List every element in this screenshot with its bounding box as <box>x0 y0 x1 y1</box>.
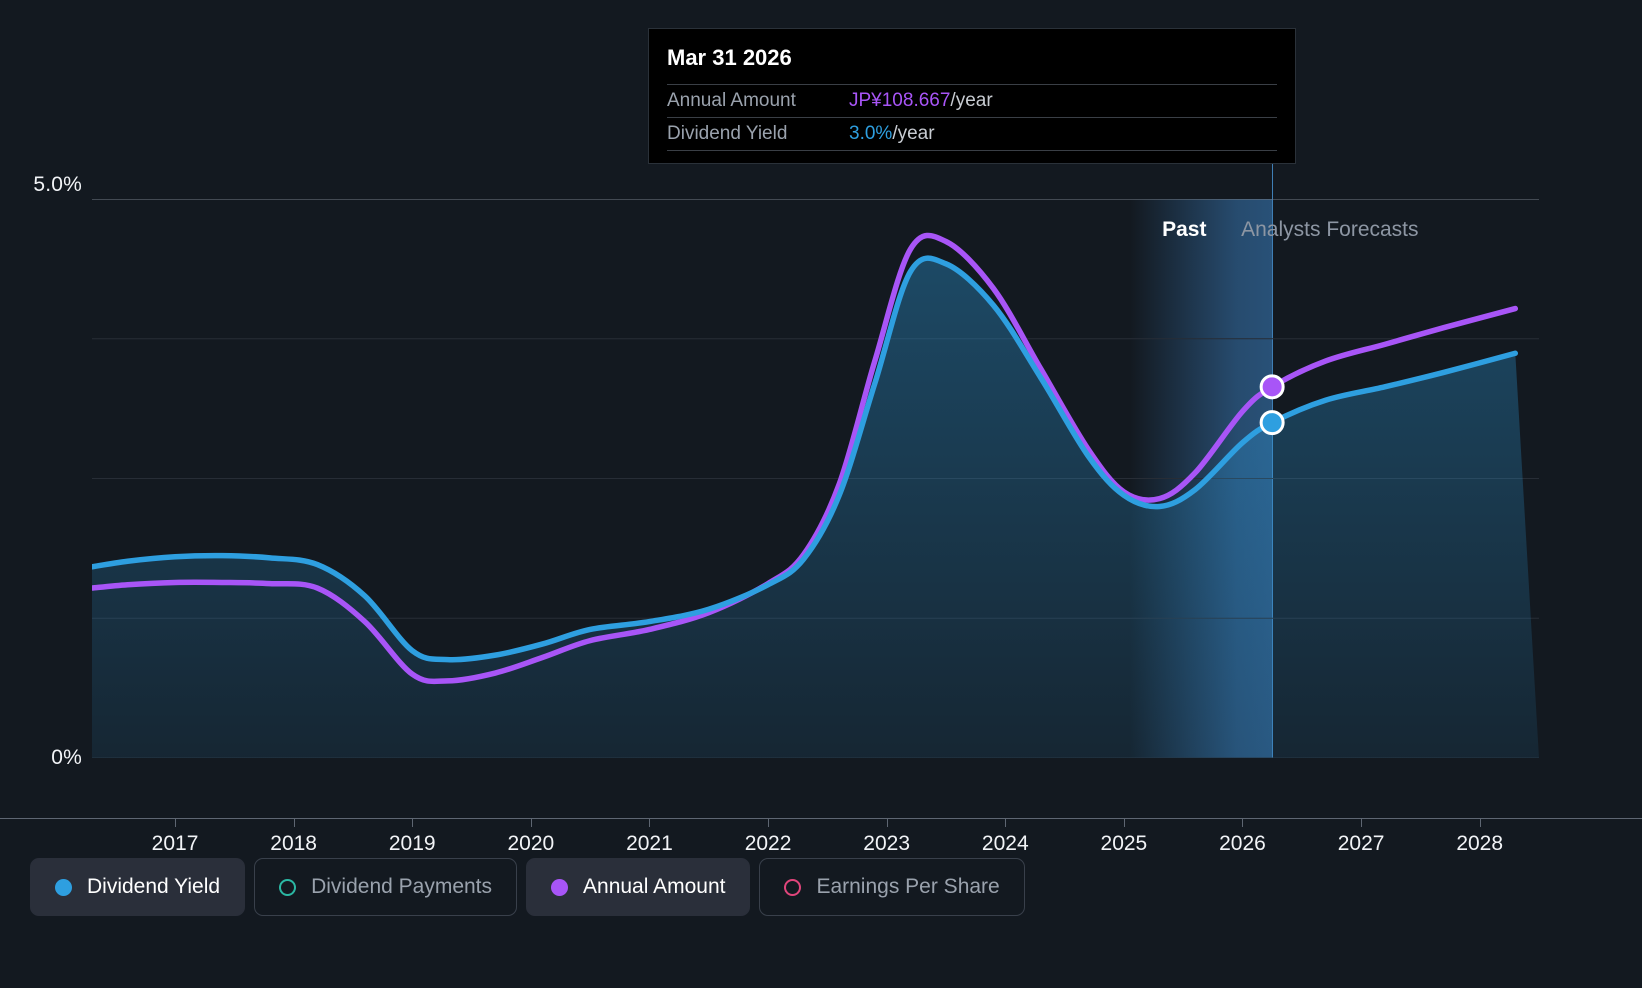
plot-area <box>92 199 1539 758</box>
annual-amount-marker[interactable] <box>1259 374 1285 400</box>
tooltip-amount-number: JP¥108.667 <box>849 90 951 111</box>
legend-swatch-icon <box>279 878 297 896</box>
x-axis-tick <box>768 818 770 827</box>
legend-item-annual-amount[interactable]: Annual Amount <box>526 858 751 916</box>
x-axis-tick-label: 2018 <box>270 832 317 855</box>
tooltip-bottom-rule <box>667 150 1277 151</box>
tooltip-value-annual-amount: JP¥108.667/year <box>849 90 993 112</box>
legend-item-dividend-payments[interactable]: Dividend Payments <box>254 858 518 916</box>
x-axis-tick <box>1123 818 1125 827</box>
tooltip-value-dividend-yield: 3.0%/year <box>849 123 935 145</box>
x-axis-tick <box>649 818 651 827</box>
x-axis-tick <box>886 818 888 827</box>
tooltip-row: Dividend Yield 3.0%/year <box>667 117 1277 150</box>
tooltip-yield-unit: /year <box>892 123 935 144</box>
legend-item-dividend-yield[interactable]: Dividend Yield <box>30 858 246 916</box>
tooltip-key-dividend-yield: Dividend Yield <box>667 123 788 144</box>
dividend-yield-area <box>92 258 1539 758</box>
x-axis-tick-label: 2021 <box>626 832 673 855</box>
x-axis-tick <box>175 818 177 827</box>
x-axis-tick-label: 2024 <box>981 832 1029 855</box>
forecast-band-label: Analysts Forecasts <box>1241 218 1419 241</box>
x-axis-line <box>0 818 1642 819</box>
legend-swatch-icon <box>551 878 569 896</box>
tooltip-title: Mar 31 2026 <box>667 45 792 70</box>
legend-item-label: Dividend Payments <box>311 875 493 898</box>
x-axis-tick <box>530 818 532 827</box>
chart-canvas <box>92 199 1539 758</box>
legend: Dividend Yield Dividend Payments Annual Am… <box>30 858 1025 916</box>
hover-tooltip: Mar 31 2026 Annual Amount JP¥108.667/yea… <box>648 28 1296 164</box>
legend-item-label: Earnings Per Share <box>816 875 1000 898</box>
tooltip-amount-unit: /year <box>950 90 993 111</box>
tooltip-row: Annual Amount JP¥108.667/year <box>667 84 1277 117</box>
annual-amount-line <box>92 232 1519 685</box>
tooltip-key-annual-amount: Annual Amount <box>667 90 796 111</box>
x-axis-tick-label: 2025 <box>1100 832 1148 855</box>
x-axis-tick <box>412 818 414 827</box>
x-axis-tick-label: 2026 <box>1219 832 1266 855</box>
legend-swatch-icon <box>55 878 72 896</box>
x-axis-tick-label: 2022 <box>744 832 792 855</box>
x-axis-tick <box>1361 818 1363 827</box>
dividend-yield-marker[interactable] <box>1259 410 1285 436</box>
x-axis-tick-label: 2020 <box>507 832 555 855</box>
legend-item-label: Annual Amount <box>583 875 726 898</box>
past-band-label: Past <box>1162 218 1207 241</box>
x-axis-tick-label: 2028 <box>1456 832 1504 855</box>
x-axis-tick <box>293 818 295 827</box>
x-axis-tick-label: 2027 <box>1337 832 1385 855</box>
tooltip-yield-number: 3.0% <box>849 123 893 144</box>
legend-swatch-icon <box>784 878 802 896</box>
legend-item-earnings-per-share[interactable]: Earnings Per Share <box>759 858 1025 916</box>
x-axis-tick <box>1005 818 1007 827</box>
x-axis-tick-label: 2017 <box>151 832 199 855</box>
legend-item-label: Dividend Yield <box>87 875 221 898</box>
x-axis-tick <box>1479 818 1481 827</box>
dividend-yield-line <box>92 255 1519 663</box>
x-axis-tick-label: 2023 <box>863 832 911 855</box>
x-axis-tick-label: 2019 <box>388 832 436 855</box>
y-axis-top-label: 5.0% <box>33 173 82 196</box>
x-axis-tick <box>1242 818 1244 827</box>
y-axis-zero-label: 0% <box>51 746 82 769</box>
